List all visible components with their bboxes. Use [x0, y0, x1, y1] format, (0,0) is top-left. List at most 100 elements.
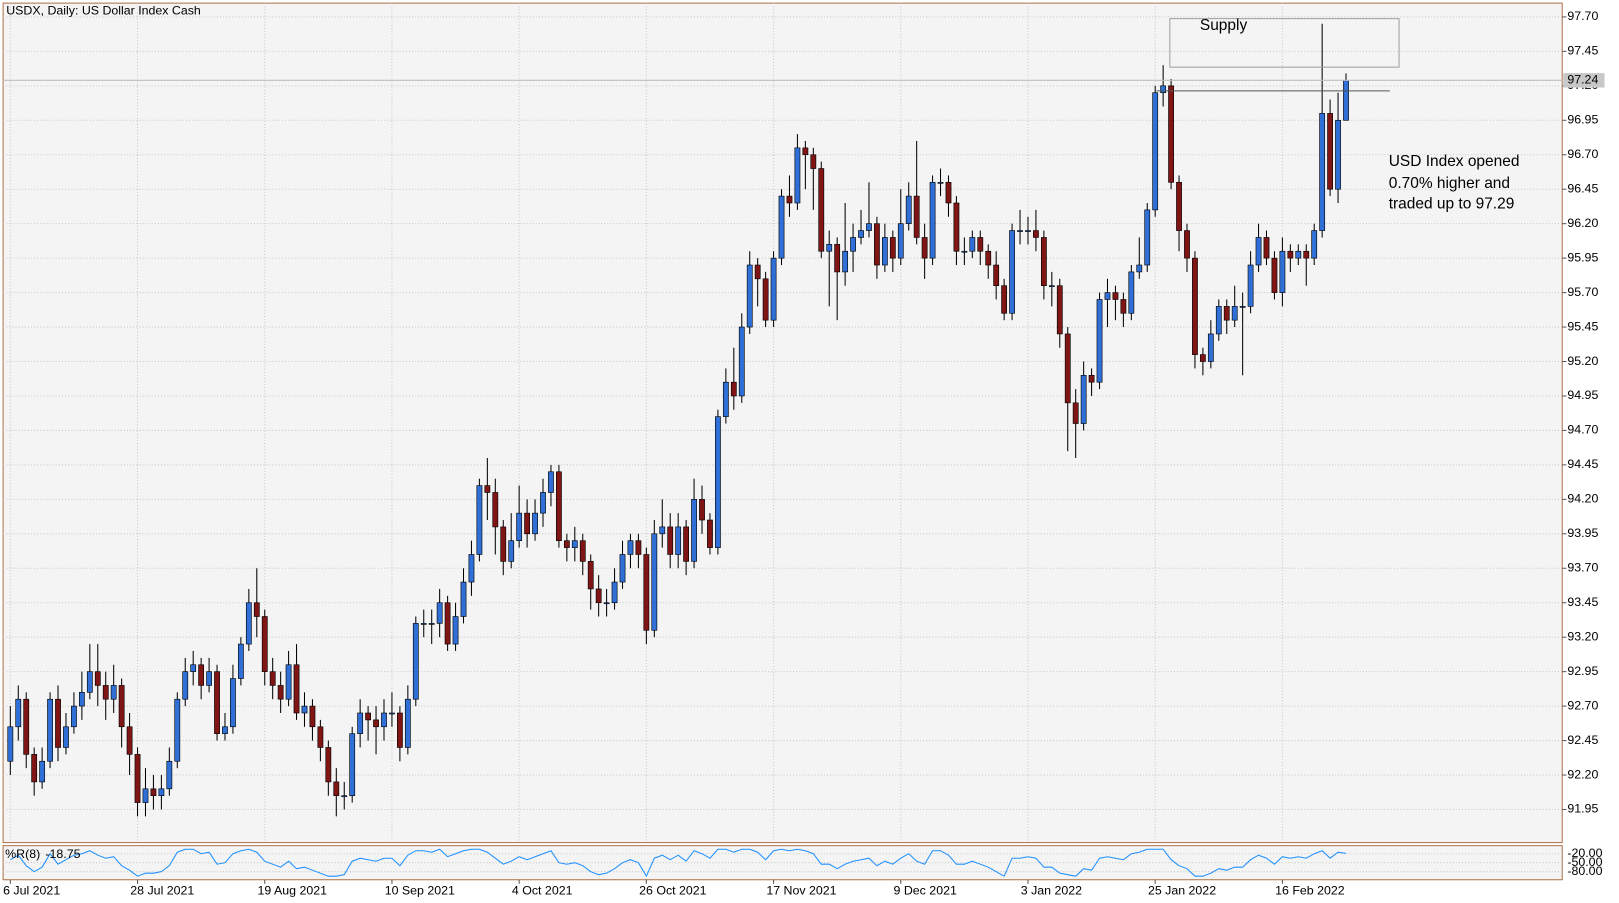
candle-body	[540, 492, 546, 514]
candle-body	[94, 671, 101, 686]
candle-body	[460, 581, 467, 617]
candle-body	[587, 561, 594, 590]
candle-body	[556, 471, 562, 542]
candle-body	[1072, 402, 1079, 424]
candle-body	[174, 698, 181, 762]
candle-body	[468, 554, 475, 583]
candle-body	[1025, 230, 1031, 232]
supply-label: Supply	[1200, 17, 1248, 34]
candle-body	[86, 671, 93, 693]
candle-body	[500, 526, 507, 562]
candle-body	[730, 381, 737, 397]
y-tick-label: 94.45	[1567, 457, 1598, 471]
candle-body	[325, 747, 332, 783]
candle-body	[404, 698, 411, 748]
candle-body	[715, 416, 721, 548]
candle-body	[1056, 285, 1063, 335]
candle-body	[47, 698, 53, 762]
candle-body	[166, 760, 173, 790]
candle-body	[1017, 230, 1023, 232]
y-tick-label: 92.45	[1567, 733, 1598, 747]
candle-body	[699, 499, 705, 521]
indicator-tick-label: -50.00	[1567, 855, 1602, 869]
candle-body	[245, 602, 252, 645]
candle-body	[508, 540, 515, 562]
candle-body	[476, 485, 483, 555]
candle-body	[905, 195, 912, 224]
candle-body	[78, 692, 85, 707]
candle-body	[373, 719, 379, 728]
y-tick-label: 95.20	[1567, 354, 1598, 368]
candle-body	[897, 223, 904, 259]
candle-body	[206, 671, 212, 686]
candle-body	[770, 257, 777, 321]
y-tick-label: 94.95	[1567, 388, 1598, 402]
candle-body	[1255, 237, 1262, 266]
last-price-label: 97.24	[1567, 73, 1598, 87]
candle-body	[842, 250, 849, 273]
candle-body	[444, 602, 451, 645]
candle-body	[198, 664, 205, 686]
candle-body	[659, 526, 666, 535]
candle-body	[1200, 354, 1206, 362]
candle-body	[1080, 374, 1087, 424]
candle-body	[651, 533, 658, 631]
candle-body	[786, 195, 793, 204]
candle-body	[1184, 230, 1190, 259]
candle-body	[1343, 80, 1349, 121]
candle-body	[738, 326, 745, 397]
x-tick-label: 3 Jan 2022	[1021, 883, 1082, 897]
candle-body	[1303, 250, 1310, 259]
candle-body	[397, 712, 403, 748]
candle-body	[874, 223, 880, 266]
x-tick-label: 10 Sep 2021	[385, 883, 455, 897]
candle-body	[746, 264, 753, 328]
y-tick-label: 97.70	[1567, 9, 1598, 23]
candle-body	[691, 499, 697, 562]
y-tick-label: 95.70	[1567, 285, 1598, 299]
x-tick-label: 26 Oct 2021	[639, 883, 707, 897]
candle-body	[1120, 299, 1127, 314]
candle-body	[1207, 333, 1214, 362]
candle-body	[1160, 85, 1167, 94]
candle-body	[15, 698, 22, 728]
candle-body	[611, 581, 618, 604]
candle-body	[230, 678, 236, 728]
x-tick-label: 25 Jan 2022	[1148, 883, 1216, 897]
candle-body	[834, 244, 841, 273]
candle-body	[595, 588, 602, 604]
candle-body	[23, 698, 30, 755]
candle-body	[349, 733, 356, 797]
candle-body	[794, 147, 801, 204]
candle-body	[1096, 299, 1103, 383]
candle-body	[1064, 333, 1071, 404]
indicator-tick-label: -20.00	[1567, 846, 1602, 860]
candle-body	[118, 685, 125, 728]
candle-body	[953, 202, 960, 252]
candle-body	[1327, 113, 1333, 190]
x-tick-label: 16 Feb 2022	[1275, 883, 1345, 897]
candle-body	[826, 244, 833, 252]
candle-body	[1335, 119, 1341, 190]
candle-body	[1009, 230, 1015, 314]
candle-body	[1144, 209, 1151, 266]
price-panel	[2, 2, 1563, 844]
y-tick-label: 91.95	[1567, 802, 1598, 816]
y-tick-label: 93.95	[1567, 526, 1598, 540]
candle-body	[762, 278, 769, 321]
x-tick-label: 4 Oct 2021	[512, 883, 573, 897]
y-tick-label: 92.95	[1567, 664, 1598, 678]
x-tick-label: 17 Nov 2021	[766, 883, 836, 897]
candle-body	[436, 602, 443, 624]
candle-body	[961, 250, 968, 253]
candle-body	[142, 788, 149, 803]
candle-body	[1192, 257, 1198, 355]
candle-body	[1104, 292, 1111, 300]
candle-body	[102, 685, 109, 700]
candle-body	[389, 712, 395, 715]
candle-body	[1239, 306, 1246, 308]
candle-body	[1231, 306, 1238, 321]
x-tick-label: 28 Jul 2021	[130, 883, 194, 897]
supply-zone	[1169, 18, 1400, 68]
